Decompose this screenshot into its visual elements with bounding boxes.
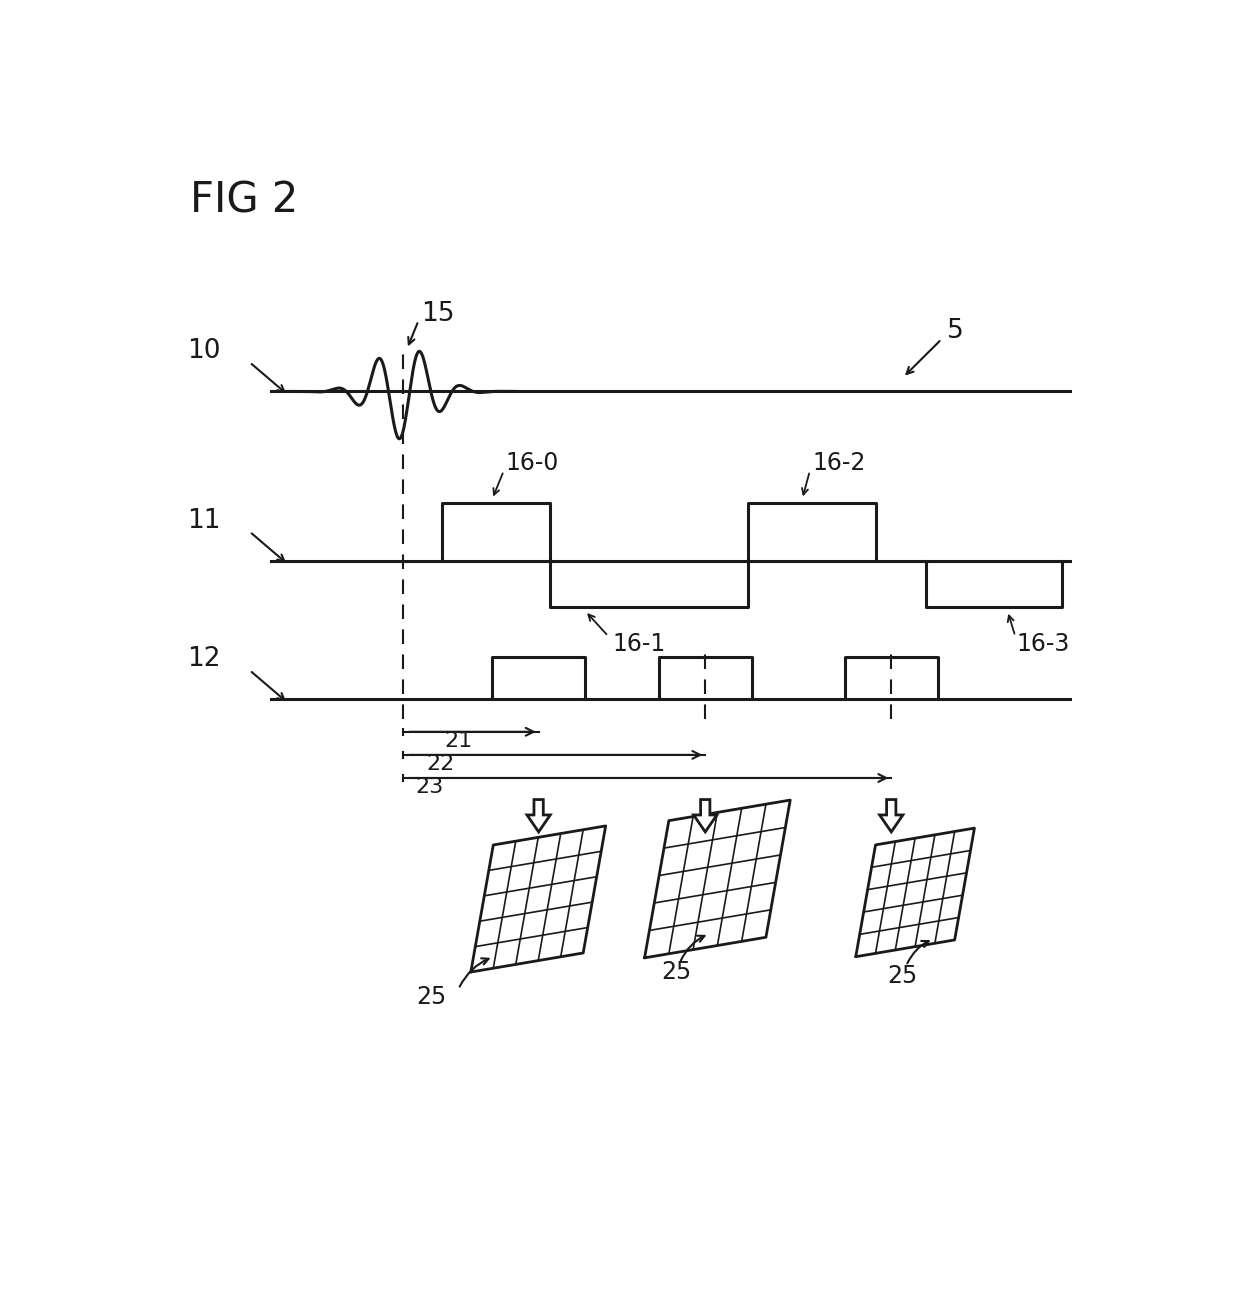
Text: 12: 12: [187, 646, 221, 672]
Text: 25: 25: [661, 960, 692, 984]
Text: 25: 25: [887, 964, 918, 988]
Text: 22: 22: [427, 754, 455, 774]
Text: 16-3: 16-3: [1017, 632, 1070, 656]
Text: 25: 25: [415, 985, 446, 1009]
Text: 16-1: 16-1: [613, 632, 666, 656]
Text: 10: 10: [187, 338, 221, 364]
Text: 16-2: 16-2: [812, 452, 866, 475]
Polygon shape: [693, 800, 717, 831]
Text: FIG 2: FIG 2: [190, 180, 298, 222]
Polygon shape: [879, 800, 903, 831]
Text: 5: 5: [947, 318, 963, 345]
Text: 21: 21: [444, 731, 472, 752]
Polygon shape: [527, 800, 551, 831]
Text: 16-0: 16-0: [506, 452, 559, 475]
Text: 11: 11: [187, 508, 221, 534]
Text: 15: 15: [420, 301, 454, 328]
Text: 23: 23: [415, 778, 444, 797]
